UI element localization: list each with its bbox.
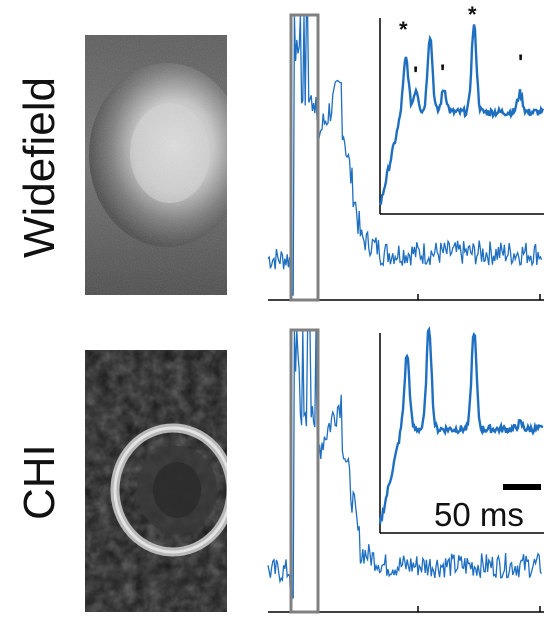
- chi-inset-trace: [378, 326, 544, 524]
- widefield-highlight-box: [289, 13, 320, 302]
- widefield-inset-trace: [379, 24, 545, 206]
- asterisk-marker: *: [399, 17, 408, 42]
- widefield-trace: [267, 14, 543, 296]
- widefield-image: [85, 35, 227, 295]
- chi-highlight-box: [289, 328, 320, 614]
- tick-marker: ': [413, 62, 419, 87]
- tick-marker: ': [440, 60, 446, 85]
- tick-marker: ': [518, 50, 524, 75]
- chi-image: [85, 350, 227, 612]
- chi-trace: [267, 329, 543, 608]
- asterisk-marker: *: [468, 2, 477, 27]
- scale-bar-label: 50 ms: [434, 496, 524, 533]
